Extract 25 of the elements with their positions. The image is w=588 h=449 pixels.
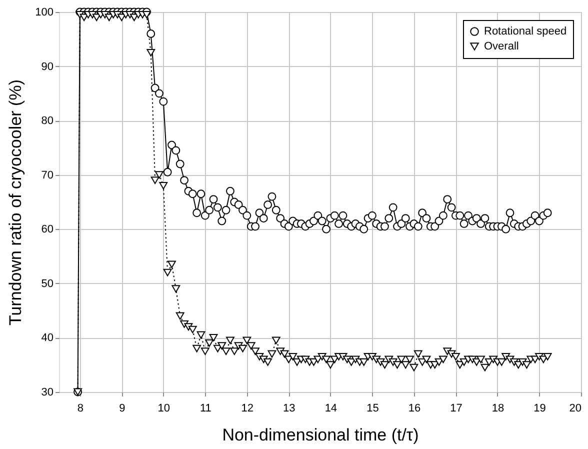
y-axis-title: Turndown ratio of cryocooler (%): [6, 80, 26, 326]
y-tick-label: 50: [41, 278, 54, 290]
y-tick-label: 60: [41, 224, 54, 236]
x-tick-label: 19: [534, 402, 546, 414]
x-tick-label: 8: [77, 402, 84, 414]
legend-label: Overall: [484, 40, 519, 52]
x-tick-label: 11: [200, 402, 212, 414]
legend-label: Rotational speed: [484, 26, 567, 38]
y-tick-label: 80: [41, 115, 54, 128]
x-axis-title: Non-dimensional time (t/τ): [222, 426, 419, 444]
y-tick-label: 90: [41, 60, 54, 73]
y-tick-label: 100: [35, 6, 54, 18]
x-tick-label: 12: [241, 402, 254, 414]
x-tick-label: 16: [408, 402, 421, 414]
y-tick-label: 40: [41, 332, 54, 344]
x-tick-label: 18: [492, 402, 504, 414]
x-tick-label: 14: [324, 402, 338, 414]
x-tick-label: 10: [158, 402, 170, 414]
x-tick-label: 15: [366, 402, 379, 414]
x-tick-label: 20: [569, 402, 582, 414]
x-tick-label: 9: [119, 402, 126, 414]
y-tick-label: 30: [41, 386, 54, 398]
y-tick-label: 70: [41, 169, 54, 182]
x-tick-label: 13: [283, 402, 296, 414]
x-tick-label: 17: [450, 402, 462, 414]
